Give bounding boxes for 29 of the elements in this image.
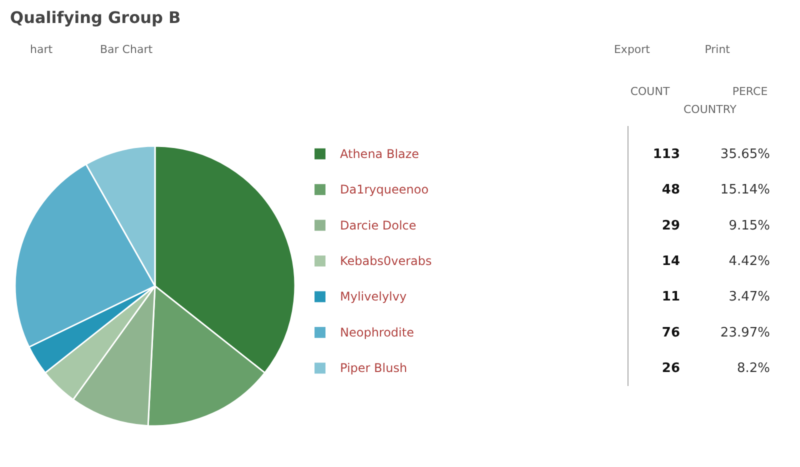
text: Bar Chart [100, 43, 154, 56]
text: PERCE [732, 85, 768, 98]
text: 9.15% [728, 218, 770, 234]
legend-label: Kebabs0verabs [340, 254, 432, 268]
text: Export [614, 43, 651, 56]
data-label: 26 [662, 361, 680, 376]
text: 8.2% [736, 361, 770, 376]
text: COUNTRY [684, 103, 737, 116]
data-label: 11 [662, 290, 680, 305]
legend-label: Mylivelylvy [340, 290, 407, 304]
legend-label: Darcie Dolce [340, 218, 416, 232]
chart-title: Qualifying Group B [10, 8, 181, 27]
text: 4.42% [728, 254, 770, 269]
legend-label: Da1ryqueenoo [340, 182, 429, 197]
text: 23.97% [720, 325, 770, 340]
data-label: 113 [652, 146, 680, 162]
text: COUNT [630, 85, 670, 98]
text: 35.65% [720, 146, 770, 162]
data-label: 29 [662, 218, 680, 234]
legend-label: Neophrodite [340, 325, 414, 340]
text: 15.14% [720, 182, 770, 198]
text: 3.47% [728, 290, 770, 305]
text: Print [704, 43, 731, 56]
data-label: 76 [662, 325, 680, 340]
legend-label: Athena Blaze [340, 146, 420, 161]
data-label: 48 [662, 182, 680, 198]
legend-label: Piper Blush [340, 361, 408, 376]
text: hart [30, 43, 54, 56]
data-label: 14 [662, 254, 680, 269]
